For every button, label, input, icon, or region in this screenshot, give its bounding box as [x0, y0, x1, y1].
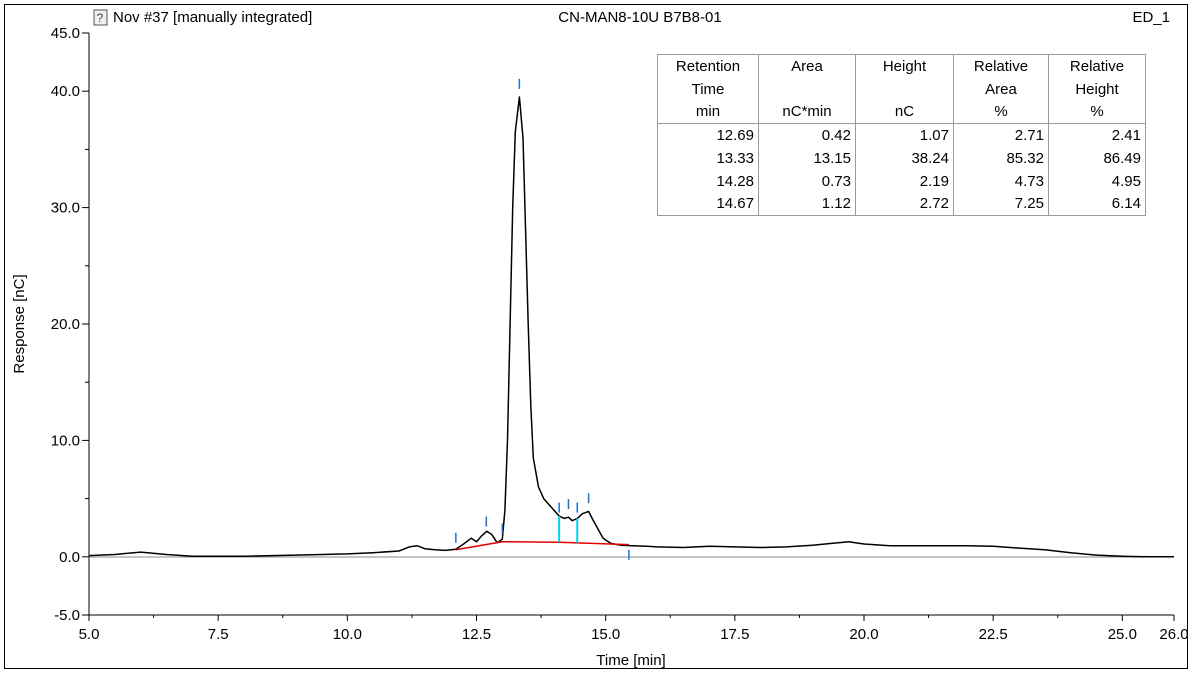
y-tick-label: 20.0 [51, 316, 80, 333]
table-cell: 2.19 [855, 169, 954, 193]
y-tick-label: 0.0 [59, 549, 80, 566]
table-cell: 2.41 [1048, 123, 1146, 147]
y-tick-label: -5.0 [54, 607, 80, 624]
y-tick-label: 10.0 [51, 432, 80, 449]
peak-results-table: Retention Area Height Relative Relative Time A… [657, 54, 1146, 216]
table-cell: 38.24 [855, 146, 954, 170]
chart-marks [88, 78, 1174, 560]
table-cell: 7.25 [953, 192, 1049, 216]
x-tick-label: 22.5 [979, 626, 1008, 643]
y-tick-label: 40.0 [51, 83, 80, 100]
x-axis-label: Time [min] [596, 652, 665, 669]
chart-title-right: ED_1 [1132, 9, 1170, 26]
table-header-cell: Height [1048, 77, 1146, 101]
x-tick-label: 12.5 [462, 626, 491, 643]
table-header-cell: % [1048, 100, 1146, 124]
y-axis-label: Response [nC] [11, 274, 28, 373]
table-cell: 14.28 [657, 169, 759, 193]
x-tick-label: 10.0 [333, 626, 362, 643]
table-cell: 14.67 [657, 192, 759, 216]
table-cell: 12.69 [657, 123, 759, 147]
table-cell: 13.33 [657, 146, 759, 170]
table-cell: 0.73 [758, 169, 856, 193]
svg-text:?: ? [97, 11, 104, 25]
table-header-cell: Time [657, 77, 759, 101]
table-cell: 2.71 [953, 123, 1049, 147]
table-header-cell [758, 77, 856, 101]
table-header-cell [855, 77, 954, 101]
chart-title-center: CN-MAN8-10U B7B8-01 [558, 9, 721, 26]
chart-title-left: Nov #37 [manually integrated] [113, 9, 312, 26]
table-cell: 13.15 [758, 146, 856, 170]
y-tick-label: 45.0 [51, 25, 80, 42]
table-row: 13.33 13.15 38.24 85.32 86.49 [657, 146, 1146, 170]
table-header-row: min nC*min nC%% [657, 100, 1146, 124]
table-header-cell: Height [855, 54, 954, 78]
chromatogram-trace [88, 96, 1174, 558]
axis-ticks: 5.0 7.5 10.0 12.5 15.0 17.5 20.0 22.5 25.0 26.0 -5… [51, 25, 1189, 643]
x-tick-label: 7.5 [208, 626, 229, 643]
x-tick-label: 26.0 [1159, 626, 1188, 643]
table-header-cell: Area [758, 54, 856, 78]
table-cell: 2.72 [855, 192, 954, 216]
table-cell: 1.07 [855, 123, 954, 147]
table-header-row: Retention Area Height Relative Relative [657, 54, 1146, 78]
chart-frame [4, 4, 1188, 669]
table-header-cell: Relative [1048, 54, 1146, 78]
table-header-cell: Relative [953, 54, 1049, 78]
table-cell: 4.73 [953, 169, 1049, 193]
table-header-cell: Area [953, 77, 1049, 101]
x-tick-label: 17.5 [720, 626, 749, 643]
x-tick-label: 25.0 [1108, 626, 1137, 643]
table-header-cell: nC*min [758, 100, 856, 124]
table-cell: 1.12 [758, 192, 856, 216]
table-header-cell: min [657, 100, 759, 124]
table-cell: 6.14 [1048, 192, 1146, 216]
table-row: 12.69 0.42 1.07 2.71 2.41 [657, 123, 1146, 147]
integration-baseline [455, 540, 629, 551]
x-tick-label: 15.0 [591, 626, 620, 643]
table-header-row: Time Area Height [657, 77, 1146, 101]
x-tick-label: 20.0 [849, 626, 878, 643]
table-cell: 85.32 [953, 146, 1049, 170]
table-header-cell: nC [855, 100, 954, 124]
x-tick-label: 5.0 [79, 626, 100, 643]
table-row: 14.67 1.12 2.72 7.25 6.14 [657, 192, 1146, 216]
table-cell: 86.49 [1048, 146, 1146, 170]
table-header-cell: Retention [657, 54, 759, 78]
table-cell: 4.95 [1048, 169, 1146, 193]
table-row: 14.28 0.73 2.19 4.73 4.95 [657, 169, 1146, 193]
y-tick-label: 30.0 [51, 200, 80, 217]
table-cell: 0.42 [758, 123, 856, 147]
injection-info-icon[interactable]: ? [93, 9, 108, 26]
table-header-cell: % [953, 100, 1049, 124]
